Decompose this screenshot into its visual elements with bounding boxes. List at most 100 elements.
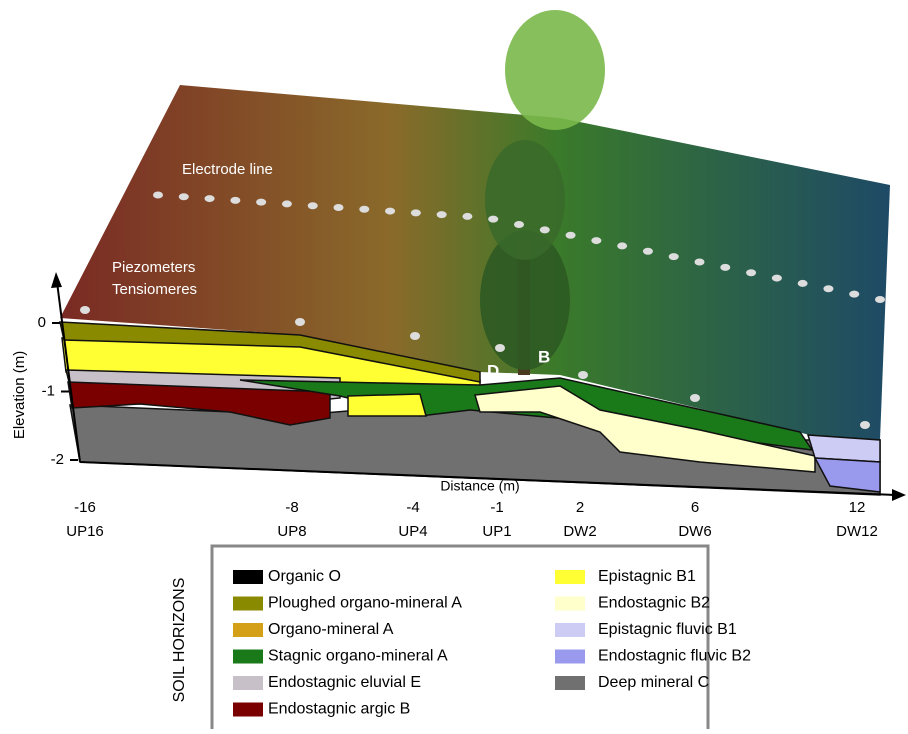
electrode (359, 205, 370, 213)
tree-crown (505, 10, 605, 130)
electrode (797, 279, 808, 287)
electrode (694, 258, 705, 266)
layer (67, 381, 331, 426)
annotation: Tensiomeres (112, 281, 197, 298)
station-label: UP8 (277, 523, 306, 540)
electrode (385, 207, 396, 215)
electrode (771, 274, 782, 282)
station-label: UP16 (66, 523, 104, 540)
electrode (333, 204, 344, 211)
x-tick-label: -1 (490, 499, 503, 516)
legend-label: Endostagnic fluvic B2 (598, 648, 751, 665)
electrode (668, 253, 679, 261)
legend-swatch (233, 702, 263, 717)
soil-layers (59, 321, 881, 496)
electrode (539, 226, 550, 234)
arrow (51, 272, 62, 288)
y-axis-label: Elevation (m) (11, 351, 28, 439)
layer (347, 393, 427, 417)
tree-crown (480, 230, 570, 370)
x-tick-label: 6 (691, 499, 699, 516)
legend-box (210, 544, 710, 734)
x-tick-label: 12 (849, 499, 866, 516)
x-tick-label: -8 (285, 499, 298, 516)
piezometer (80, 306, 90, 314)
x-tick-label: 2 (576, 499, 584, 516)
legend-swatch (555, 676, 585, 690)
legend-swatch (233, 649, 263, 664)
legend-label: Epistagnic fluvic B1 (598, 621, 737, 638)
piezometer (578, 371, 588, 379)
legend-title: SOIL HORIZONS (171, 578, 188, 703)
station-label: DW2 (563, 523, 596, 540)
legend-swatch (555, 596, 585, 611)
electrode (642, 247, 653, 255)
electrode (462, 212, 473, 220)
piezometer (295, 318, 305, 326)
legend-swatch (233, 676, 263, 690)
arrow (892, 489, 906, 501)
tree (480, 10, 605, 375)
legend-label: Endostagnic argic B (268, 701, 410, 718)
electrode (746, 269, 757, 277)
layer (474, 385, 816, 473)
electrode (823, 285, 834, 293)
legend-label: Organo-mineral A (268, 621, 394, 638)
annotation: Electrode line (182, 161, 273, 178)
piezometer (495, 344, 505, 352)
electrode (281, 200, 292, 208)
legend-swatch (555, 649, 585, 664)
legend-label: Organic O (268, 568, 341, 585)
legend-swatch (233, 596, 263, 611)
x-axis-label: Distance (m) (440, 478, 519, 494)
annotation: B (538, 347, 550, 366)
electrodes (80, 191, 885, 429)
electrode (514, 221, 524, 228)
electrode (256, 198, 267, 206)
electrode (875, 296, 885, 303)
tree-crown (485, 140, 565, 260)
legend-swatch (233, 570, 263, 584)
legend-label: Endostagnic B2 (598, 595, 710, 612)
y-axis (56, 281, 81, 463)
electrode (410, 209, 421, 217)
x-tick-label: -16 (74, 499, 96, 516)
electrode (230, 196, 241, 204)
electrode (849, 290, 860, 298)
layer (813, 457, 881, 493)
electrode (591, 237, 602, 245)
y-tick-label: -2 (51, 451, 64, 468)
annotation: D (487, 361, 499, 380)
land-surface (60, 85, 890, 440)
station-label: DW12 (836, 523, 878, 540)
piezometer (410, 332, 420, 340)
y-tick-label: -1 (42, 382, 55, 399)
legend-swatch (555, 570, 585, 584)
y-tick-label: 0 (38, 314, 46, 331)
electrode (488, 215, 499, 223)
electrode (436, 211, 447, 219)
electrode (617, 242, 628, 250)
piezometer (690, 394, 700, 402)
legend-swatch (233, 623, 263, 637)
electrode (178, 193, 189, 201)
legend-label: Stagnic organo-mineral A (268, 648, 448, 665)
station-label: UP4 (398, 523, 427, 540)
electrode (204, 195, 215, 203)
x-axis (79, 461, 896, 496)
station-label: UP1 (482, 523, 511, 540)
legend-label: Endostagnic eluvial E (268, 674, 421, 691)
electrode (307, 202, 318, 210)
electrode (720, 263, 731, 271)
x-tick-label: -4 (406, 499, 419, 516)
annotation: Piezometers (112, 259, 195, 276)
electrode (153, 191, 163, 199)
legend-swatch (555, 623, 585, 637)
piezometer (860, 421, 870, 429)
station-label: DW6 (678, 523, 711, 540)
legend-label: Epistagnic B1 (598, 568, 696, 585)
legend-label: Deep mineral C (598, 674, 709, 691)
legend-label: Ploughed organo-mineral A (268, 595, 462, 612)
electrode (565, 231, 576, 239)
